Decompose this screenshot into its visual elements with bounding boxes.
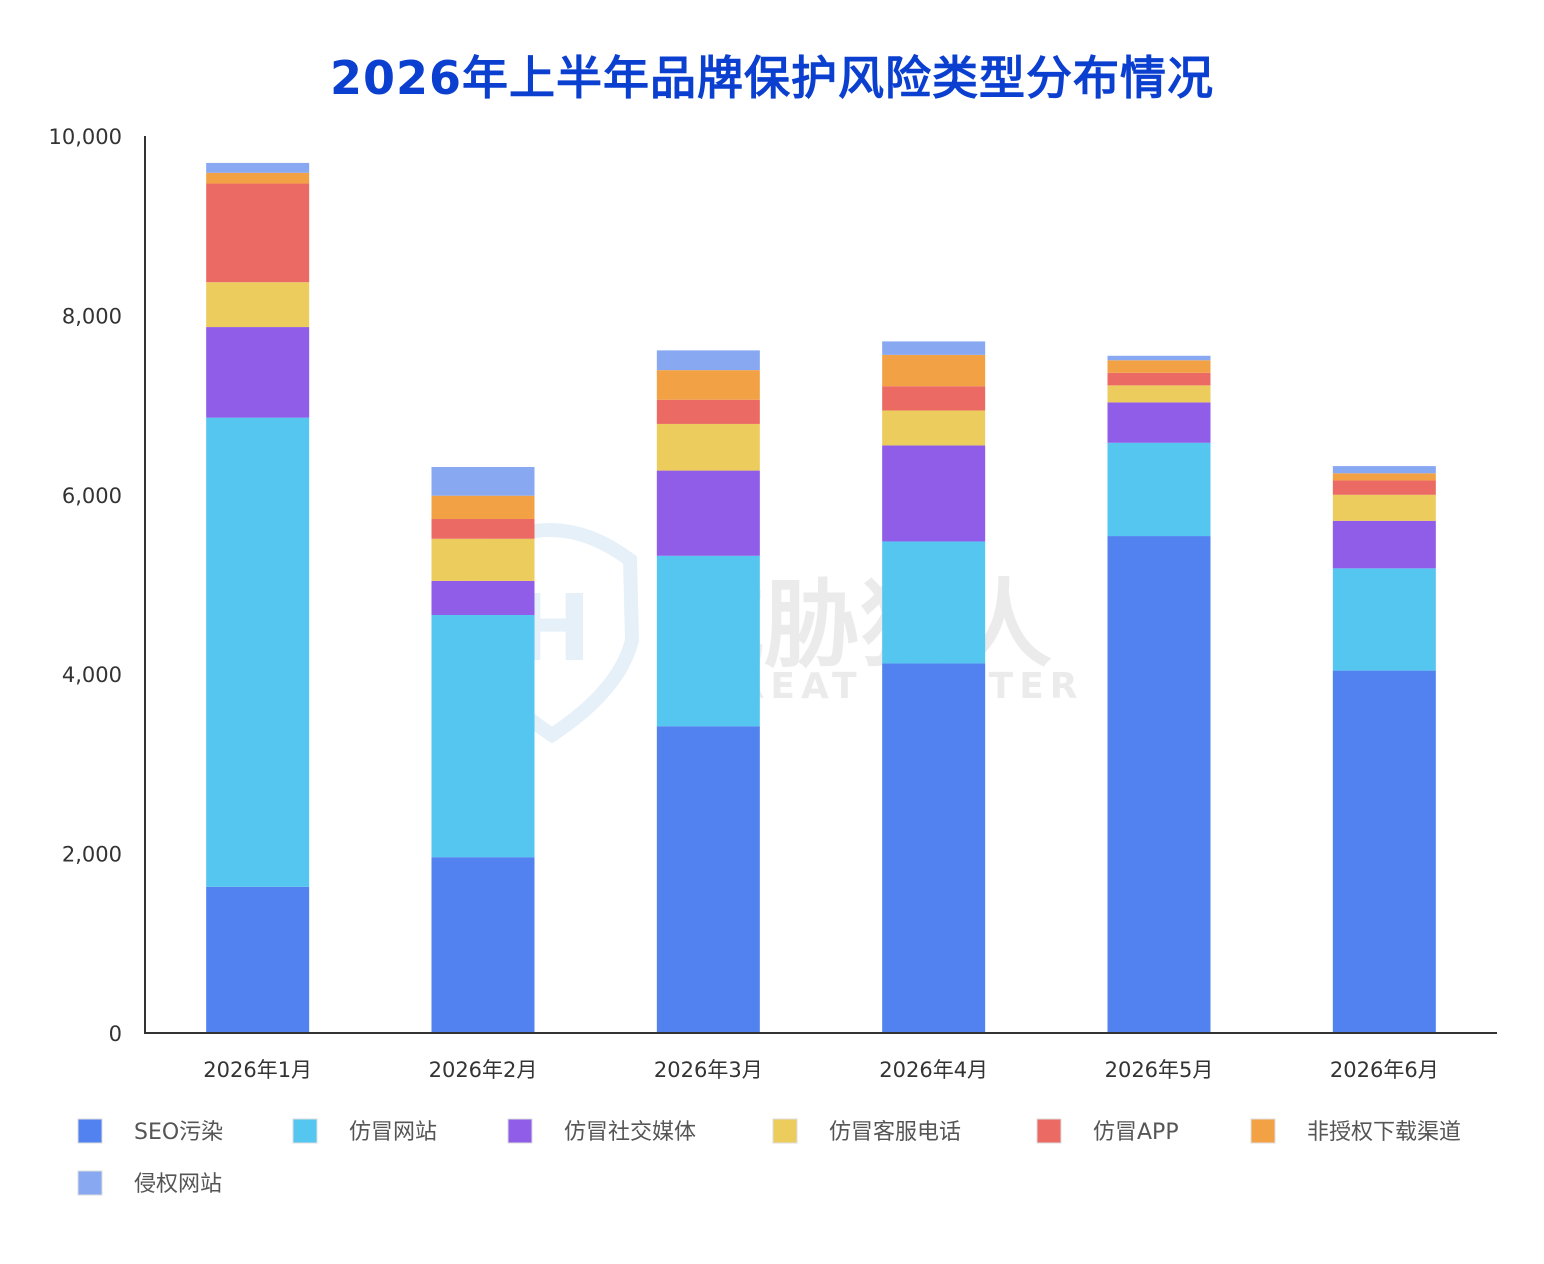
bar-segment-5-month-4: [882, 386, 986, 411]
bar-segment-1-month-6: [1332, 670, 1436, 1033]
bar-segment-1-month-5: [1107, 536, 1211, 1033]
bar-segment-7-month-1: [206, 162, 310, 173]
y-tick-label: 4,000: [62, 663, 122, 687]
x-tick-label: 2026年3月: [654, 1058, 763, 1082]
bar-segment-1-month-2: [431, 857, 535, 1033]
x-tick-label: 2026年2月: [429, 1058, 538, 1082]
legend-swatch-1: [77, 1118, 103, 1144]
legend-label-7: 侵权网站: [134, 1172, 222, 1197]
plot-area: [206, 162, 1436, 1033]
bar-segment-5-month-2: [431, 519, 535, 539]
legend-swatch-2: [292, 1118, 318, 1144]
legend-label-6: 非授权下载渠道: [1307, 1120, 1461, 1145]
bar-segment-5-month-5: [1107, 372, 1211, 386]
x-tick-label: 2026年5月: [1105, 1058, 1214, 1082]
bar-segment-4-month-1: [206, 282, 310, 328]
watermark: H 威胁猎人 THREAT HUNTER: [462, 523, 1078, 744]
bar-segment-2-month-1: [206, 417, 310, 887]
bar-segment-7-month-3: [656, 350, 760, 371]
legend-label-4: 仿冒客服电话: [829, 1120, 961, 1145]
bar-segment-3-month-1: [206, 327, 310, 418]
chart-title: 2026年上半年品牌保护风险类型分布情况: [329, 51, 1215, 105]
bar-segment-1-month-3: [656, 726, 760, 1033]
axes: [144, 136, 1497, 1034]
bar-segment-4-month-2: [431, 538, 535, 581]
x-tick-label: 2026年4月: [879, 1058, 988, 1082]
bar-segment-4-month-3: [656, 423, 760, 471]
y-tick-label: 6,000: [62, 484, 122, 508]
bar-segment-4-month-6: [1332, 494, 1436, 521]
bar-segment-1-month-1: [206, 886, 310, 1033]
legend-swatch-7: [77, 1170, 103, 1196]
bar-segment-3-month-6: [1332, 520, 1436, 569]
legend-swatch-5: [1036, 1118, 1062, 1144]
bar-segment-6-month-4: [882, 354, 986, 387]
bar-segment-2-month-5: [1107, 442, 1211, 537]
bar-segment-5-month-1: [206, 183, 310, 283]
bar-segment-7-month-4: [882, 341, 986, 355]
bar-segment-6-month-2: [431, 495, 535, 520]
x-tick-label: 2026年6月: [1330, 1058, 1439, 1082]
bar-segment-2-month-3: [656, 555, 760, 727]
bar-segment-4-month-5: [1107, 385, 1211, 403]
bar-segment-6-month-6: [1332, 473, 1436, 481]
bar-segment-1-month-4: [882, 663, 986, 1033]
y-tick-label: 10,000: [49, 125, 122, 149]
bar-segment-2-month-2: [431, 615, 535, 858]
legend-label-3: 仿冒社交媒体: [564, 1120, 696, 1145]
x-axis-ticks: 2026年1月 2026年2月 2026年3月 2026年4月 2026年5月 2026年…: [203, 1058, 1438, 1082]
bar-segment-3-month-5: [1107, 402, 1211, 443]
x-tick-label: 2026年1月: [203, 1058, 312, 1082]
bar-segment-3-month-3: [656, 470, 760, 556]
bar-segment-6-month-3: [656, 370, 760, 400]
legend-swatch-3: [507, 1118, 533, 1144]
bar-segment-5-month-3: [656, 399, 760, 424]
legend-label-1: SEO污染: [134, 1120, 223, 1145]
y-tick-label: 0: [109, 1022, 122, 1046]
bar-segment-3-month-2: [431, 580, 535, 615]
bar-segment-7-month-2: [431, 466, 535, 496]
bar-segment-7-month-6: [1332, 466, 1436, 474]
y-tick-label: 8,000: [62, 304, 122, 328]
bar-segment-2-month-6: [1332, 568, 1436, 671]
bar-segment-2-month-4: [882, 541, 986, 664]
bar-segment-6-month-1: [206, 172, 310, 184]
bar-segment-7-month-5: [1107, 355, 1211, 361]
legend-label-5: 仿冒APP: [1093, 1120, 1179, 1145]
legend-swatch-6: [1250, 1118, 1276, 1144]
legend-label-2: 仿冒网站: [349, 1120, 437, 1145]
bar-segment-6-month-5: [1107, 360, 1211, 373]
bar-segment-5-month-6: [1332, 480, 1436, 495]
bar-segment-4-month-4: [882, 410, 986, 446]
bar-segment-3-month-4: [882, 445, 986, 542]
legend-swatch-4: [772, 1118, 798, 1144]
y-axis-ticks: 0 2,000 4,000 6,000 8,000 10,000: [49, 125, 122, 1046]
y-tick-label: 2,000: [62, 843, 122, 867]
